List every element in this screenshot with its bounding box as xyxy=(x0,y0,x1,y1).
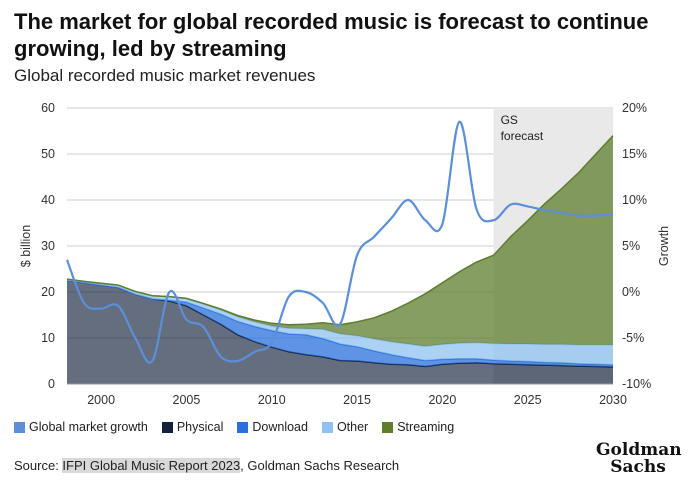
legend-swatch-streaming xyxy=(382,421,394,433)
legend-label-growth: Global market growth xyxy=(29,420,148,434)
legend-item-download: Download xyxy=(237,420,308,434)
source-link[interactable]: IFPI Global Music Report 2023 xyxy=(62,458,241,473)
x-tick-label: 2025 xyxy=(514,393,542,407)
growth-line xyxy=(65,120,614,364)
y2-tick-label: 0% xyxy=(622,285,640,299)
y-tick-label: 10 xyxy=(41,331,55,345)
y-tick-label: 0 xyxy=(48,377,55,391)
y2-tick-label: 5% xyxy=(622,239,640,253)
chart-title: The market for global recorded music is … xyxy=(14,9,649,61)
x-tick-label: 2020 xyxy=(428,393,456,407)
legend: Global market growth Physical Download O… xyxy=(14,420,468,434)
y2-tick-label: 10% xyxy=(622,193,647,207)
area-download xyxy=(67,280,613,367)
y-axis-title: $ billion xyxy=(19,225,33,267)
y-tick-label: 50 xyxy=(41,147,55,161)
growth-line xyxy=(65,120,614,364)
y-tick-label: 30 xyxy=(41,239,55,253)
y2-axis-title: Growth xyxy=(657,226,671,266)
forecast-label-line2: forecast xyxy=(501,129,544,143)
legend-swatch-physical xyxy=(161,421,173,433)
legend-swatch-growth xyxy=(14,421,25,433)
goldman-sachs-logo: Goldman Sachs xyxy=(596,440,682,477)
y2-tick-label: -5% xyxy=(622,331,644,345)
logo-line-2: Sachs xyxy=(610,457,666,477)
y2-tick-label: 15% xyxy=(622,147,647,161)
y2-tick-label: 20% xyxy=(622,101,647,115)
source-suffix: , Goldman Sachs Research xyxy=(240,458,400,473)
area-physical xyxy=(67,280,613,384)
x-tick-label: 2010 xyxy=(258,393,286,407)
legend-label-physical: Physical xyxy=(176,420,224,434)
x-tick-label: 2015 xyxy=(343,393,371,407)
chart-subtitle: Global recorded music market revenues xyxy=(14,66,316,85)
legend-label-other: Other xyxy=(336,420,369,434)
x-tick-label: 2000 xyxy=(87,393,115,407)
legend-label-download: Download xyxy=(252,420,308,434)
y-tick-label: 60 xyxy=(41,101,55,115)
legend-item-growth: Global market growth xyxy=(14,420,148,434)
stacked-areas xyxy=(66,135,614,384)
legend-swatch-download xyxy=(237,421,249,433)
source-note: Source: IFPI Global Music Report 2023, G… xyxy=(14,458,399,473)
legend-item-physical: Physical xyxy=(161,420,224,434)
source-prefix: Source: xyxy=(14,458,63,473)
legend-swatch-other xyxy=(321,421,333,433)
y2-tick-label: -10% xyxy=(622,377,651,391)
legend-item-other: Other xyxy=(321,420,369,434)
x-tick-label: 2030 xyxy=(599,393,627,407)
y-tick-label: 20 xyxy=(41,285,55,299)
legend-label-streaming: Streaming xyxy=(397,420,455,434)
y-tick-label: 40 xyxy=(41,193,55,207)
area-streaming xyxy=(67,135,613,347)
forecast-label-line1: GS xyxy=(501,113,518,127)
x-tick-label: 2005 xyxy=(173,393,201,407)
legend-item-streaming: Streaming xyxy=(382,420,454,434)
logo-line-1: Goldman xyxy=(596,440,682,460)
